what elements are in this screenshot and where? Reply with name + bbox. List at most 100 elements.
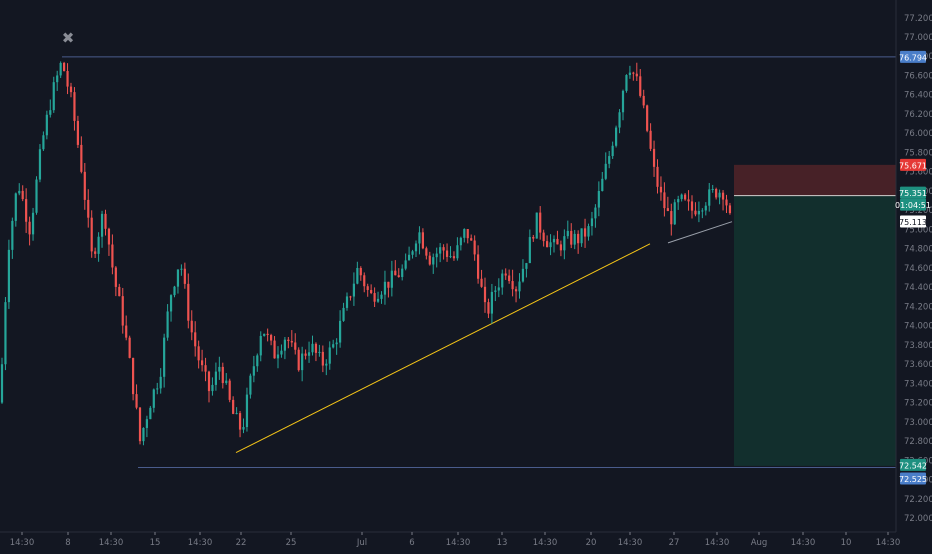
candle-up — [552, 238, 556, 243]
candle-up — [100, 213, 104, 237]
support-trendline[interactable] — [235, 243, 651, 454]
candle-up — [587, 226, 590, 237]
candle-up — [18, 190, 21, 194]
time-axis[interactable]: 14:30 8 14:30 15 14:30 22 25 Jul 6 14:30 13 14:30 20… — [10, 532, 901, 548]
candle-down — [94, 251, 97, 254]
candle-up — [0, 364, 4, 403]
candle-up — [145, 419, 148, 428]
candle-up — [332, 344, 335, 348]
candle-down — [466, 229, 469, 239]
candle-up — [673, 202, 676, 225]
candle-up — [597, 191, 600, 208]
time-tick-label: 14:30 — [10, 538, 35, 548]
candle-down — [639, 76, 642, 96]
time-tick-label: 14:30 — [99, 538, 124, 548]
time-tick-label: 27 — [669, 538, 680, 548]
candle-up — [611, 145, 614, 157]
candle-down — [373, 293, 376, 302]
candle-up — [625, 75, 628, 91]
candle-down — [632, 72, 635, 74]
candle-down — [428, 255, 431, 265]
candle-down — [104, 213, 107, 229]
candle-up — [618, 112, 621, 128]
candle-up — [615, 127, 618, 146]
candle-down — [394, 270, 397, 276]
candle-down — [577, 233, 580, 244]
candle-up — [142, 427, 145, 442]
candle-down — [66, 71, 69, 87]
candle-up — [459, 237, 462, 246]
candle-up — [311, 343, 314, 353]
candle-up — [701, 210, 704, 212]
candle-down — [546, 241, 549, 248]
candle-down — [73, 92, 76, 121]
candle-down — [297, 349, 300, 371]
price-tick-label: 73.800 — [904, 341, 932, 351]
candle-up — [432, 257, 435, 265]
candle-up — [31, 212, 35, 235]
candle-down — [21, 190, 24, 200]
candle-down — [687, 199, 690, 202]
x-mark-icon[interactable]: ✖ — [62, 29, 75, 47]
candle-up — [252, 366, 255, 376]
candle-up — [621, 90, 625, 113]
time-tick-label: 8 — [65, 538, 70, 548]
candle-down — [125, 325, 128, 338]
candle-up — [335, 342, 338, 345]
candle-down — [635, 73, 638, 77]
candle-down — [470, 238, 473, 241]
price-tick-label: 73.200 — [904, 399, 932, 409]
candle-up — [14, 193, 17, 221]
candle-up — [249, 375, 252, 395]
candle-up — [628, 72, 631, 76]
candle-up — [490, 291, 493, 314]
candle-up — [594, 207, 597, 219]
candle-down — [694, 210, 697, 215]
stop-loss-zone[interactable] — [734, 164, 896, 196]
price-tick-label: 74.400 — [904, 283, 932, 293]
candle-down — [132, 357, 135, 395]
candle-down — [514, 289, 518, 292]
price-tick-label: 75.800 — [904, 148, 932, 158]
candle-down — [666, 208, 669, 212]
candle-up — [180, 268, 183, 270]
candle-down — [83, 171, 86, 200]
candle-up — [56, 75, 59, 83]
candle-down — [238, 413, 242, 430]
price-tick-label: 75.600 — [904, 168, 932, 178]
candle-up — [697, 210, 700, 215]
candle-up — [159, 376, 162, 389]
candle-down — [187, 283, 190, 321]
candle-down — [304, 353, 307, 356]
candle-down — [25, 199, 28, 222]
candle-down — [511, 281, 514, 290]
short-trendline[interactable] — [667, 221, 733, 244]
price-tick-label: 77.000 — [904, 33, 932, 43]
candle-up — [580, 228, 583, 244]
take-profit-zone[interactable] — [734, 195, 896, 466]
time-tick-label: 15 — [150, 538, 161, 548]
price-tick-label: 74.200 — [904, 302, 932, 312]
candle-down — [197, 346, 200, 361]
candle-up — [345, 296, 349, 308]
candle-down — [90, 217, 93, 252]
candle-up — [45, 114, 48, 136]
candle-up — [342, 307, 345, 321]
candle-up — [339, 320, 342, 343]
time-tick-label: 14:30 — [876, 538, 901, 548]
candle-up — [390, 270, 393, 288]
candle-up — [528, 237, 531, 264]
candle-up — [173, 286, 176, 296]
time-tick-label: Aug — [751, 538, 768, 548]
candle-up — [242, 427, 245, 430]
candle-up — [604, 163, 607, 179]
candle-up — [463, 229, 466, 238]
time-tick-label: Jul — [356, 538, 367, 548]
candle-down — [128, 337, 131, 358]
candle-down — [715, 189, 718, 198]
candle-down — [570, 230, 573, 245]
candle-down — [539, 212, 542, 233]
price-tick-label: 72.200 — [904, 495, 932, 505]
